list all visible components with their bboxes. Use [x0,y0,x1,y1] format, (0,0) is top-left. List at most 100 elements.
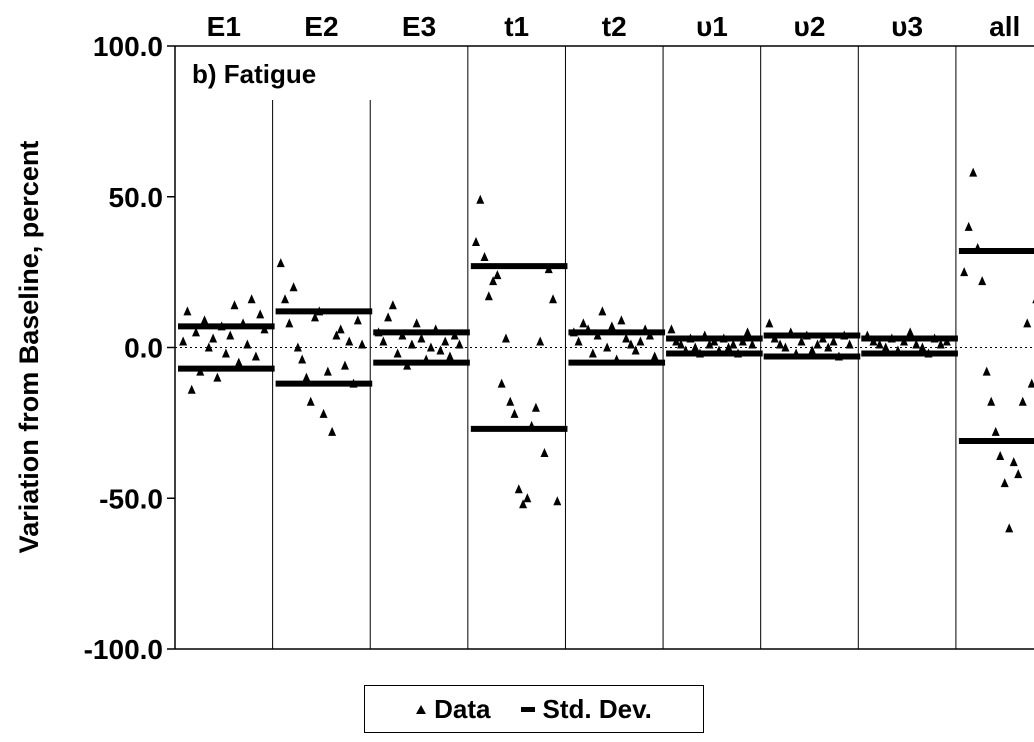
data-point [593,330,602,340]
data-point [969,167,978,177]
data-point [695,348,704,358]
data-point [987,396,996,406]
data-point [996,451,1005,461]
data-point [379,336,388,346]
data-point [523,493,532,503]
data-point [912,339,921,349]
data-point [340,360,349,370]
data-point [631,345,640,355]
data-point [612,354,621,364]
y-tick-label: -50.0 [99,483,163,514]
data-point [918,342,927,352]
data-point [978,276,987,286]
data-point [179,336,188,346]
data-point [514,484,523,494]
legend-item-data: Data [416,694,491,725]
data-point [1018,396,1027,406]
plot-frame [174,45,1034,650]
legend-item-std-dev: Std. Dev. [520,693,652,725]
data-point [417,333,426,343]
category-label: υ3 [891,11,923,42]
data-point [553,496,562,506]
data-point [384,312,393,322]
data-point [691,342,700,352]
y-axis-label: Variation from Baseline, percent [14,141,44,554]
data-point [813,339,822,349]
data-point [964,221,973,231]
data-point [276,258,285,268]
data-point [407,339,416,349]
data-point [863,330,872,340]
y-tick-label: -100.0 [84,634,163,665]
data-point [700,330,709,340]
y-tick-label: 0.0 [124,333,163,364]
category-label: t1 [504,11,529,42]
data-point [650,351,659,361]
data-point [260,324,269,334]
data-point [1014,469,1023,479]
data-point [1023,318,1032,328]
data-point [247,294,256,304]
data-point [519,499,528,509]
data-point [786,327,795,337]
data-point [641,324,650,334]
data-point [239,318,248,328]
data-point [569,327,578,337]
data-point [204,342,213,352]
data-point [200,315,209,325]
data-point [183,306,192,316]
data-point [781,342,790,352]
data-point [845,339,854,349]
legend-label-std-dev: Std. Dev. [542,693,652,724]
data-point [426,342,435,352]
data-point [869,336,878,346]
data-point [824,342,833,352]
category-label: E3 [402,11,436,42]
data-point [476,194,485,204]
data-point [626,339,635,349]
data-point [893,345,902,355]
data-point [617,315,626,325]
data-point [748,339,757,349]
data-point [234,357,243,367]
data-point [686,333,695,343]
data-point [991,426,1000,436]
data-point [536,336,545,346]
data-point [540,448,549,458]
data-point [298,354,307,364]
data-point [676,339,685,349]
data-point [936,339,945,349]
data-point [942,336,951,346]
data-point [549,294,558,304]
data-point [328,426,337,436]
data-point [302,372,311,382]
y-axis-ticks: 100.0 50.0 0.0 -50.0 -100.0 [84,31,175,665]
data-point [1009,457,1018,467]
data-point [598,306,607,316]
data-point [191,327,200,337]
data-point [230,300,239,310]
data-point [607,321,616,331]
data-point [445,351,454,361]
category-label: all [989,11,1020,42]
dash-marker-icon [520,706,535,712]
data-point [450,330,459,340]
data-point [973,243,982,253]
triangle-marker-icon [416,704,427,714]
data-point [345,336,354,346]
data-point [765,318,774,328]
data-point [724,342,733,352]
data-point [332,330,341,340]
data-point [574,336,583,346]
data-point [622,333,631,343]
data-point [924,348,933,358]
data-point [293,342,302,352]
data-point [672,336,681,346]
y-tick-label: 100.0 [93,31,163,62]
data-point [493,270,502,280]
data-point [792,348,801,358]
data-point [187,384,196,394]
data-point [802,330,811,340]
data-point [501,333,510,343]
